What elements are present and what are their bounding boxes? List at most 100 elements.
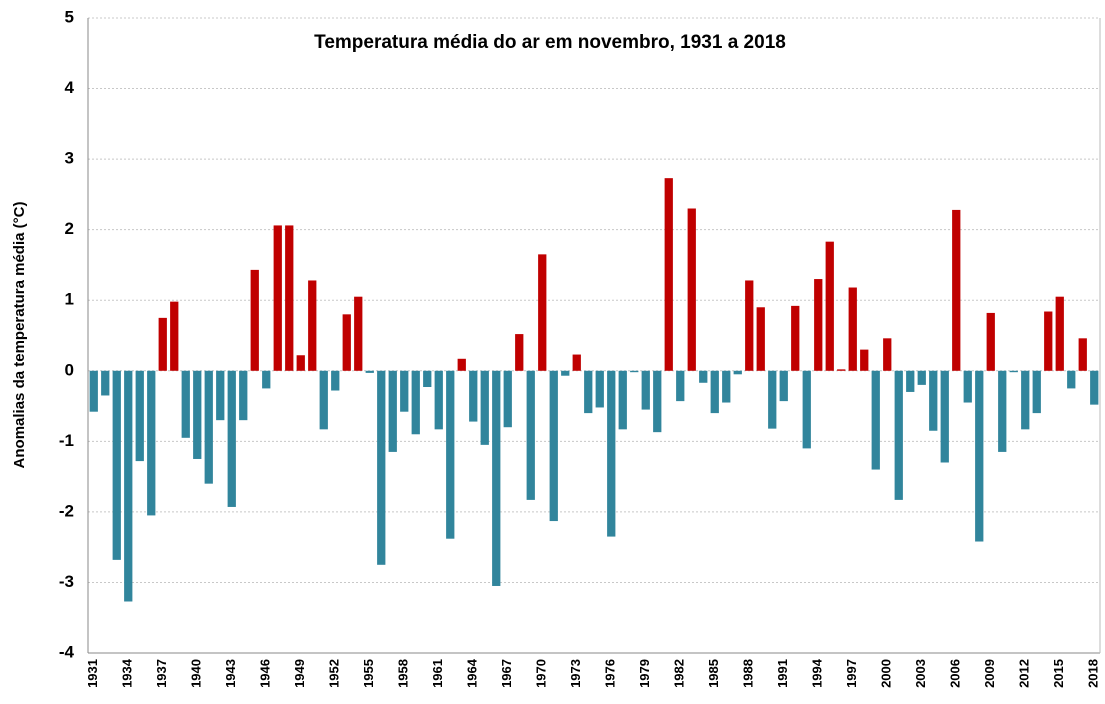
x-tick-label: 1967 xyxy=(499,659,514,688)
bar xyxy=(342,314,351,371)
bar xyxy=(457,358,466,371)
bar xyxy=(319,370,328,430)
bar xyxy=(216,370,225,421)
bar xyxy=(986,312,995,371)
y-tick-label: 0 xyxy=(65,360,74,379)
bar xyxy=(687,208,696,371)
bar xyxy=(584,370,593,414)
bar xyxy=(710,370,719,414)
bar xyxy=(365,370,374,373)
x-tick-label: 1994 xyxy=(810,658,825,688)
bar xyxy=(250,269,259,371)
bar xyxy=(1032,370,1041,414)
bar xyxy=(791,305,800,371)
bar xyxy=(860,349,869,371)
bar xyxy=(1009,370,1018,373)
y-tick-label: 1 xyxy=(65,290,74,309)
bar xyxy=(825,241,834,371)
bar xyxy=(871,370,880,470)
bar xyxy=(733,370,742,375)
bar xyxy=(618,370,627,430)
bar xyxy=(699,370,708,383)
bar xyxy=(147,370,156,516)
y-tick-label: 4 xyxy=(65,78,75,97)
bar xyxy=(89,370,98,412)
bar xyxy=(446,370,455,539)
bar xyxy=(641,370,650,410)
bar xyxy=(193,370,202,459)
x-tick-label: 1982 xyxy=(672,659,687,688)
bar xyxy=(124,370,133,602)
bar xyxy=(664,178,673,371)
x-tick-label: 2003 xyxy=(913,659,928,688)
bar xyxy=(848,287,857,371)
bar xyxy=(538,254,547,371)
x-tick-label: 1958 xyxy=(396,659,411,688)
bar xyxy=(975,370,984,542)
bar xyxy=(285,225,294,371)
bar xyxy=(1067,370,1076,389)
x-tick-label: 1985 xyxy=(706,659,721,688)
bar xyxy=(676,370,685,402)
x-tick-label: 1949 xyxy=(292,659,307,688)
x-tick-label: 1931 xyxy=(85,659,100,688)
bar xyxy=(837,369,846,371)
bar xyxy=(515,334,524,371)
bar xyxy=(549,370,558,522)
bar xyxy=(607,370,616,537)
bar xyxy=(354,296,363,371)
bar xyxy=(814,279,823,371)
x-tick-label: 1964 xyxy=(465,658,480,688)
bar xyxy=(135,370,144,462)
y-tick-label: 2 xyxy=(65,219,74,238)
bar xyxy=(296,355,305,371)
bar xyxy=(239,370,248,421)
bar xyxy=(572,354,581,371)
bar xyxy=(308,280,317,371)
bar xyxy=(745,280,754,371)
x-tick-label: 1976 xyxy=(603,659,618,688)
bar xyxy=(273,225,282,371)
bar xyxy=(1021,370,1030,430)
bar xyxy=(492,370,501,586)
bar xyxy=(940,370,949,463)
chart-title: Temperatura média do ar em novembro, 193… xyxy=(314,32,786,53)
x-tick-label: 2006 xyxy=(948,659,963,688)
bar xyxy=(756,307,765,371)
x-tick-label: 1952 xyxy=(327,659,342,688)
x-tick-label: 2018 xyxy=(1086,659,1101,688)
bar xyxy=(917,370,926,385)
x-tick-label: 1997 xyxy=(844,659,859,688)
bar xyxy=(952,209,961,371)
bar xyxy=(768,370,777,429)
bar xyxy=(400,370,409,412)
x-tick-label: 1943 xyxy=(223,659,238,688)
bar xyxy=(779,370,788,402)
x-tick-label: 1988 xyxy=(741,659,756,688)
y-tick-label: 3 xyxy=(65,149,74,168)
x-tick-label: 2015 xyxy=(1051,659,1066,688)
x-tick-label: 1973 xyxy=(568,659,583,688)
bar xyxy=(883,338,892,371)
bar xyxy=(1055,296,1064,371)
x-tick-label: 2012 xyxy=(1017,659,1032,688)
bar xyxy=(411,370,420,435)
bar xyxy=(101,370,110,396)
bar xyxy=(388,370,397,452)
bar xyxy=(906,370,915,392)
bar xyxy=(1090,370,1099,405)
bar xyxy=(894,370,903,500)
bar xyxy=(526,370,535,500)
x-tick-label: 1940 xyxy=(189,659,204,688)
bar xyxy=(204,370,213,484)
x-tick-label: 1934 xyxy=(120,658,135,688)
bar xyxy=(963,370,972,403)
bar xyxy=(469,370,478,422)
bar xyxy=(262,370,271,389)
bar xyxy=(998,370,1007,452)
x-tick-label: 1946 xyxy=(258,659,273,688)
bar xyxy=(1078,338,1087,371)
bar xyxy=(503,370,512,428)
y-tick-label: -2 xyxy=(59,501,74,520)
